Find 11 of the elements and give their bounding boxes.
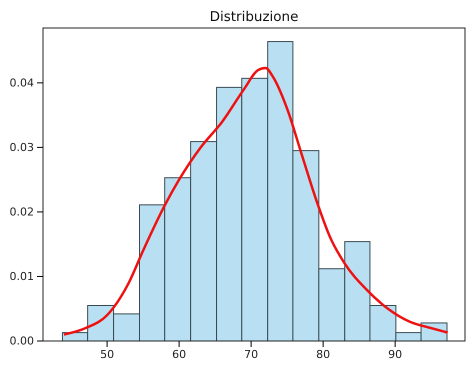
y-tick-label: 0.00: [10, 334, 34, 348]
y-tick-label: 0.04: [10, 76, 34, 90]
y-tick-label: 0.02: [10, 205, 34, 218]
x-tick-label: 50: [100, 348, 114, 361]
x-tick-label: 70: [244, 348, 258, 361]
y-tick-label: 0.01: [10, 270, 34, 283]
x-tick-label: 60: [172, 348, 186, 361]
x-tick-label: 90: [388, 348, 402, 361]
y-tick-label: 0.03: [10, 140, 34, 154]
chart-title: Distribuzione: [210, 9, 298, 25]
x-tick-label: 80: [316, 348, 330, 361]
